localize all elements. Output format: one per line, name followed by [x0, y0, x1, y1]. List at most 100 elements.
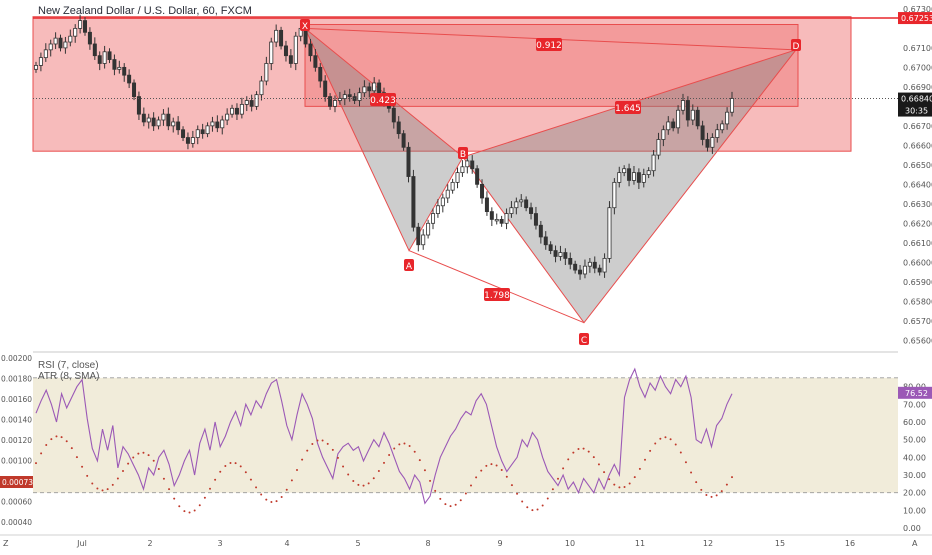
- atr-dot: [490, 463, 493, 466]
- atr-dot: [173, 497, 176, 500]
- atr-dot: [50, 438, 53, 441]
- rsi-legend[interactable]: RSI (7, close): [38, 360, 99, 371]
- atr-dot: [608, 478, 611, 481]
- time-tick-label: 3: [217, 539, 222, 548]
- atr-dot: [275, 500, 278, 503]
- candle-body: [396, 121, 401, 135]
- atr-dot: [413, 450, 416, 453]
- candle-body: [288, 55, 293, 64]
- candle-body: [205, 125, 210, 135]
- atr-dot: [127, 462, 130, 465]
- candle-body: [636, 172, 641, 183]
- atr-dot: [398, 443, 401, 446]
- candle-body: [730, 98, 735, 113]
- candle-body: [725, 111, 730, 125]
- candle-body: [470, 160, 475, 170]
- atr-dot: [316, 439, 319, 442]
- atr-dot: [249, 478, 252, 481]
- candle-body: [646, 170, 651, 175]
- atr-dot: [178, 505, 181, 508]
- candle-body: [602, 257, 607, 273]
- candle-body: [455, 172, 460, 183]
- atr-dot: [132, 456, 135, 459]
- candle-body: [249, 100, 254, 107]
- atr-dot: [388, 453, 391, 456]
- atr-dot: [209, 487, 211, 490]
- atr-dot: [418, 459, 421, 462]
- candle-body: [357, 92, 362, 101]
- atr-dot: [357, 483, 360, 486]
- pattern-point-d-box: [791, 39, 801, 51]
- candle-body: [720, 123, 725, 131]
- candle-body: [200, 129, 205, 135]
- candle-body: [97, 55, 102, 64]
- atr-dot: [331, 448, 334, 451]
- pattern-point-x: X: [302, 22, 308, 32]
- candle-body: [480, 183, 485, 199]
- time-tick-label: 10: [565, 539, 575, 548]
- atr-dot: [91, 482, 94, 485]
- time-tick-label: 15: [775, 539, 785, 548]
- atr-dot: [638, 467, 641, 470]
- candle-body: [671, 121, 676, 129]
- atr-dot: [444, 503, 447, 506]
- candle-body: [504, 213, 509, 224]
- atr-dot: [183, 510, 186, 513]
- candle-body: [210, 121, 215, 127]
- candle-body: [107, 51, 112, 60]
- atr-dot: [193, 509, 196, 512]
- candle-body: [377, 82, 382, 94]
- atr-dot: [229, 461, 232, 464]
- candle-body: [607, 207, 612, 259]
- candle-body: [558, 252, 563, 257]
- candle-body: [372, 82, 377, 92]
- candle-body: [426, 222, 431, 236]
- candle-body: [274, 29, 279, 43]
- candle-body: [83, 20, 88, 33]
- candle-body: [347, 94, 352, 98]
- pattern-point-c-box: [579, 333, 589, 345]
- main-pane: [33, 5, 898, 350]
- atr-dot: [280, 495, 283, 498]
- atr-dot: [203, 496, 206, 499]
- rsi-tick-label: 70.00: [903, 400, 926, 409]
- candle-body: [587, 261, 592, 267]
- candle-body: [73, 27, 78, 37]
- time-tick-label: 12: [703, 539, 713, 548]
- candle-body: [529, 207, 534, 214]
- atr-dot: [669, 438, 672, 441]
- atr-dot: [106, 488, 109, 491]
- candle-body: [680, 100, 685, 111]
- candle-body: [597, 267, 602, 273]
- atr-dot: [86, 474, 89, 477]
- candle-body: [318, 66, 323, 82]
- candle-body: [122, 66, 127, 76]
- corner-label-right: A: [912, 539, 918, 548]
- atr-legend[interactable]: ATR (8, SMA): [38, 371, 100, 382]
- candle-body: [269, 41, 274, 64]
- candle-body: [185, 137, 190, 144]
- atr-dot: [352, 479, 355, 482]
- atr-dot: [377, 470, 380, 473]
- atr-dot: [464, 492, 467, 495]
- atr-dot: [475, 476, 478, 479]
- candle-body: [87, 31, 92, 45]
- candle-body: [411, 176, 416, 228]
- atr-dot: [654, 442, 657, 445]
- ratio-ac: 1.798: [484, 291, 510, 301]
- candle-body: [460, 166, 465, 174]
- candle-body: [220, 119, 225, 129]
- atr-dot: [587, 450, 590, 453]
- atr-dot: [168, 488, 171, 491]
- candle-body: [617, 172, 622, 183]
- rsi-band: [33, 377, 898, 493]
- atr-dot: [705, 493, 708, 496]
- time-tick-label: Jul: [76, 539, 87, 548]
- atr-dot: [162, 477, 165, 480]
- candle-body: [34, 65, 39, 70]
